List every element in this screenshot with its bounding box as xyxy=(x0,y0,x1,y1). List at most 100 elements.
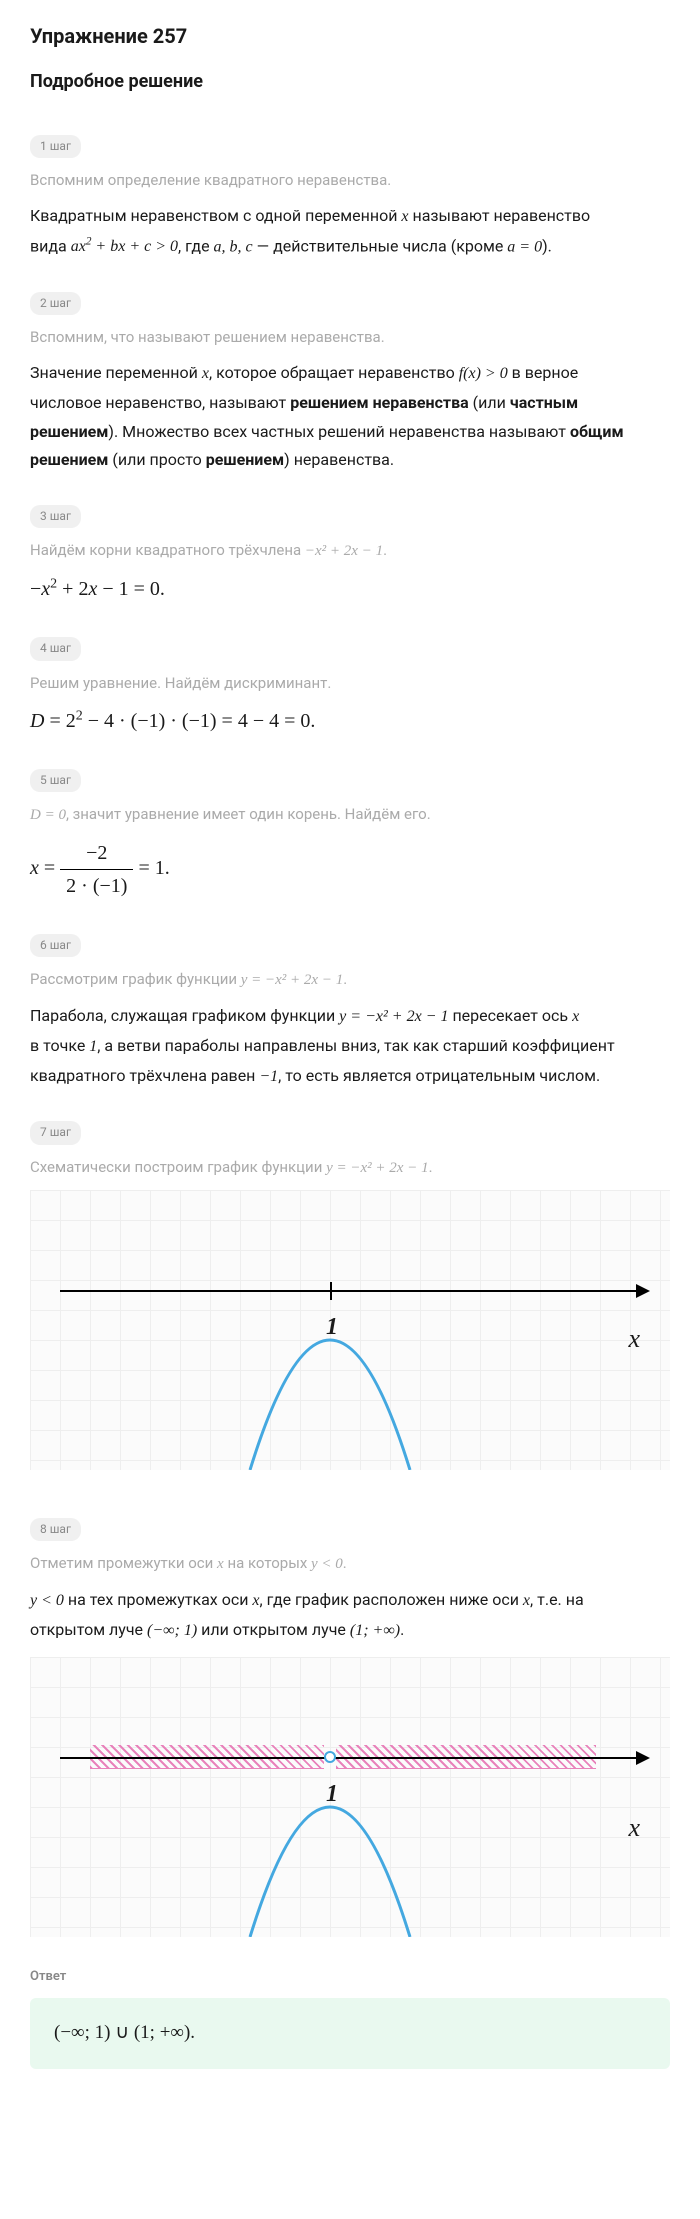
fraction-num: −2 xyxy=(60,837,133,870)
math-x: x xyxy=(401,208,408,225)
math-x: x xyxy=(202,365,209,382)
text: вида xyxy=(30,236,71,255)
text: , то есть является отрицательным числом. xyxy=(278,1066,600,1085)
step-2-body: Значение переменной x, которое обращает … xyxy=(30,359,670,475)
text: . xyxy=(400,1620,404,1639)
text: ). xyxy=(542,236,552,255)
text: (или просто xyxy=(108,450,205,469)
step-6-intro: Рассмотрим график функции y = −x² + 2x −… xyxy=(30,967,670,992)
math-int1: (−∞; 1) xyxy=(147,1622,197,1639)
text: открытом луче xyxy=(30,1620,147,1639)
x-axis-label: x xyxy=(628,1318,640,1360)
step-badge-5: 5 шаг xyxy=(30,769,81,792)
bold-text: решением неравенства xyxy=(290,393,469,412)
math-x: x xyxy=(252,1592,259,1609)
math-fx: f(x) > 0 xyxy=(459,365,508,382)
text: ) неравенства. xyxy=(284,450,394,469)
x-axis-label: x xyxy=(628,1807,640,1849)
bold-text: частным xyxy=(510,393,578,412)
answer-box: (−∞; 1) ∪ (1; +∞). xyxy=(30,1998,670,2068)
math-poly: −x² + 2x − 1 xyxy=(305,543,383,559)
text: Значение переменной xyxy=(30,363,202,382)
step-6-body: Парабола, служащая графиком функции y = … xyxy=(30,1002,670,1091)
text: ). Множество всех частных решений нераве… xyxy=(108,422,570,441)
parabola-curve xyxy=(230,1290,430,1470)
graph-panel-2: 1 x xyxy=(30,1657,670,1937)
math-x: x xyxy=(523,1592,530,1609)
bold-text: решением xyxy=(30,450,108,469)
text: называют неравенство xyxy=(409,206,591,225)
math-int2: (1; +∞) xyxy=(350,1622,400,1639)
step-1-body: Квадратным неравенством с одной переменн… xyxy=(30,202,670,262)
math-ylt0: y < 0 xyxy=(311,1556,343,1572)
text: Найдём корни квадратного трёхчлена xyxy=(30,541,305,559)
text: = 1. xyxy=(133,857,169,879)
step-4-formula: D = 22 − 4 · (−1) · (−1) = 4 − 4 = 0. xyxy=(30,705,670,737)
step-badge-2: 2 шаг xyxy=(30,292,81,315)
bold-text: решением xyxy=(206,450,284,469)
math-abc: a, b, c xyxy=(214,238,253,255)
text: числовое неравенство, называют xyxy=(30,393,290,412)
math-x: x xyxy=(217,1556,224,1572)
text: , т.е. на xyxy=(530,1590,584,1609)
text: (или xyxy=(469,393,510,412)
step-8-body: y < 0 на тех промежутках оси x, где граф… xyxy=(30,1586,670,1646)
parabola-curve xyxy=(230,1757,430,1937)
arrow-icon xyxy=(636,1284,650,1298)
step-8-intro: Отметим промежутки оси x на которых y < … xyxy=(30,1551,670,1576)
step-badge-3: 3 шаг xyxy=(30,505,81,528)
text: . xyxy=(343,1554,347,1572)
text: квадратного трёхчлена равен xyxy=(30,1066,259,1085)
text: в верное xyxy=(508,363,579,382)
text: пересекает ось xyxy=(448,1006,572,1025)
step-3-formula: −x2 + 2x − 1 = 0. xyxy=(30,573,670,605)
bold-text: решением xyxy=(30,422,108,441)
step-badge-4: 4 шаг xyxy=(30,637,81,660)
step-badge-6: 6 шаг xyxy=(30,934,81,957)
math-a0: a = 0 xyxy=(507,238,542,255)
text: на которых xyxy=(224,1554,311,1572)
solution-subtitle: Подробное решение xyxy=(30,68,670,97)
step-1-intro: Вспомним определение квадратного неравен… xyxy=(30,168,670,192)
answer-label: Ответ xyxy=(30,1967,670,1988)
text: , где xyxy=(178,236,214,255)
math-yfn: y = −x² + 2x − 1 xyxy=(326,1160,428,1176)
step-badge-8: 8 шаг xyxy=(30,1518,81,1541)
text: Рассмотрим график функции xyxy=(30,970,241,988)
text: в точке xyxy=(30,1036,89,1055)
step-badge-1: 1 шаг xyxy=(30,135,81,158)
text: на тех промежутках оси xyxy=(64,1590,253,1609)
step-badge-7: 7 шаг xyxy=(30,1121,81,1144)
math-x: x xyxy=(572,1008,579,1025)
math-ineq: ax2 + bx + c > 0 xyxy=(71,238,178,255)
text: или открытом луче xyxy=(197,1620,350,1639)
step-5-intro: D = 0, значит уравнение имеет один корен… xyxy=(30,802,670,827)
math-ylt0: y < 0 xyxy=(30,1592,64,1609)
text: . xyxy=(429,1158,433,1176)
graph-panel-1: 1 x xyxy=(30,1190,670,1470)
text: Парабола, служащая графиком функции xyxy=(30,1006,339,1025)
bold-text: общим xyxy=(570,422,624,441)
text: , где график расположен ниже оси xyxy=(260,1590,523,1609)
step-3-intro: Найдём корни квадратного трёхчлена −x² +… xyxy=(30,538,670,563)
text: Схематически построим график функции xyxy=(30,1158,326,1176)
math-yfn: y = −x² + 2x − 1 xyxy=(241,972,343,988)
text: . xyxy=(383,541,387,559)
math-d0: D = 0 xyxy=(30,807,66,823)
step-4-intro: Решим уравнение. Найдём дискриминант. xyxy=(30,671,670,695)
step-7-intro: Схематически построим график функции y =… xyxy=(30,1155,670,1180)
text: , значит уравнение имеет один корень. На… xyxy=(66,805,431,823)
text: , а ветви параболы направлены вниз, так … xyxy=(97,1036,614,1055)
math-neg1: −1 xyxy=(259,1068,278,1085)
step-5-formula: x = −22 · (−1) = 1. xyxy=(30,837,670,902)
arrow-icon xyxy=(636,1751,650,1765)
exercise-title: Упражнение 257 xyxy=(30,20,670,52)
fraction-den: 2 · (−1) xyxy=(60,870,133,902)
text: , которое обращает неравенство xyxy=(209,363,459,382)
math-yfn: y = −x² + 2x − 1 xyxy=(339,1008,448,1025)
text: Квадратным неравенством с одной переменн… xyxy=(30,206,401,225)
text: Отметим промежутки оси xyxy=(30,1554,217,1572)
step-2-intro: Вспомним, что называют решением неравенс… xyxy=(30,325,670,349)
text: — действительные числа (кроме xyxy=(253,236,508,255)
text: . xyxy=(343,970,347,988)
